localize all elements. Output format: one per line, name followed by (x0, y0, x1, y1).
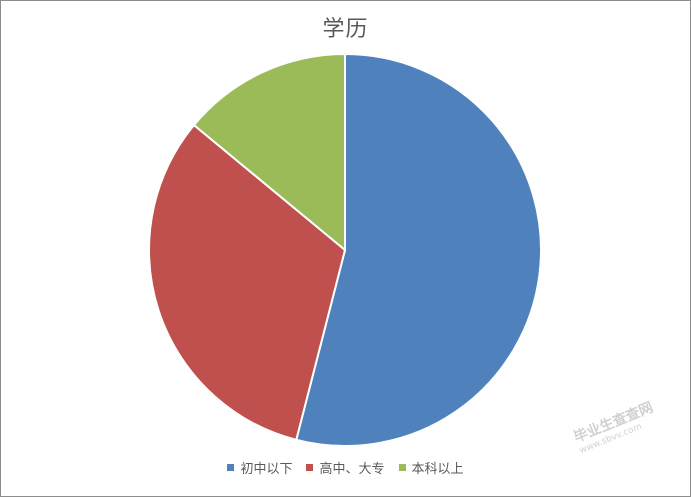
legend-label-2: 本科以上 (411, 462, 464, 477)
chart-title: 学历 (322, 17, 369, 42)
chart-legend: 初中以下 高中、大专 本科以上 (0, 458, 691, 477)
legend-swatch-0 (227, 464, 235, 471)
pie-slice-2 (192, 52, 346, 253)
legend-item-2: 本科以上 (398, 458, 464, 477)
legend-item-1: 高中、大专 (306, 458, 385, 477)
pie-slice-1 (148, 123, 347, 442)
legend-swatch-2 (398, 464, 406, 471)
legend-label-0: 初中以下 (240, 462, 293, 477)
legend-swatch-1 (306, 464, 314, 471)
pie-slices (148, 52, 542, 447)
pie-slice-0 (295, 52, 542, 447)
legend-label-1: 高中、大专 (319, 462, 385, 477)
legend-item-0: 初中以下 (227, 458, 292, 477)
